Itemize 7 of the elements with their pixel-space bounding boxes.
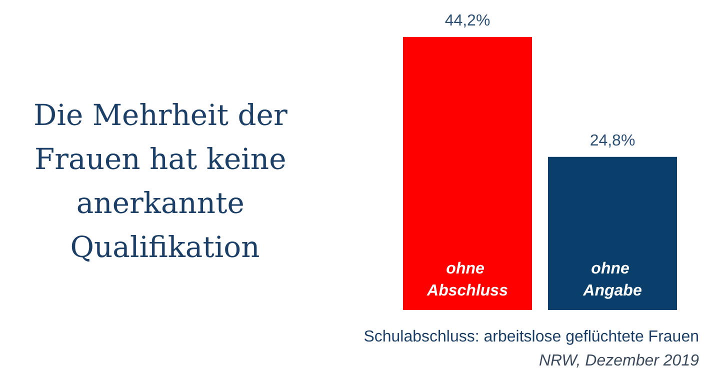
text: Die Mehrheit der Frauen hat keine anerkannte Qualifikation — [33, 98, 297, 264]
x-tick-label: ohne Abschluss — [426, 260, 508, 300]
x-tick-label: ohne Angabe — [582, 260, 642, 300]
data-label: 24,8% — [590, 132, 636, 150]
text: Schulabschluss: arbeitslose geflüchtete Frauen — [364, 328, 700, 346]
text: NRW, Dezember 2019 — [538, 352, 700, 370]
data-label: 44,2% — [444, 12, 490, 30]
